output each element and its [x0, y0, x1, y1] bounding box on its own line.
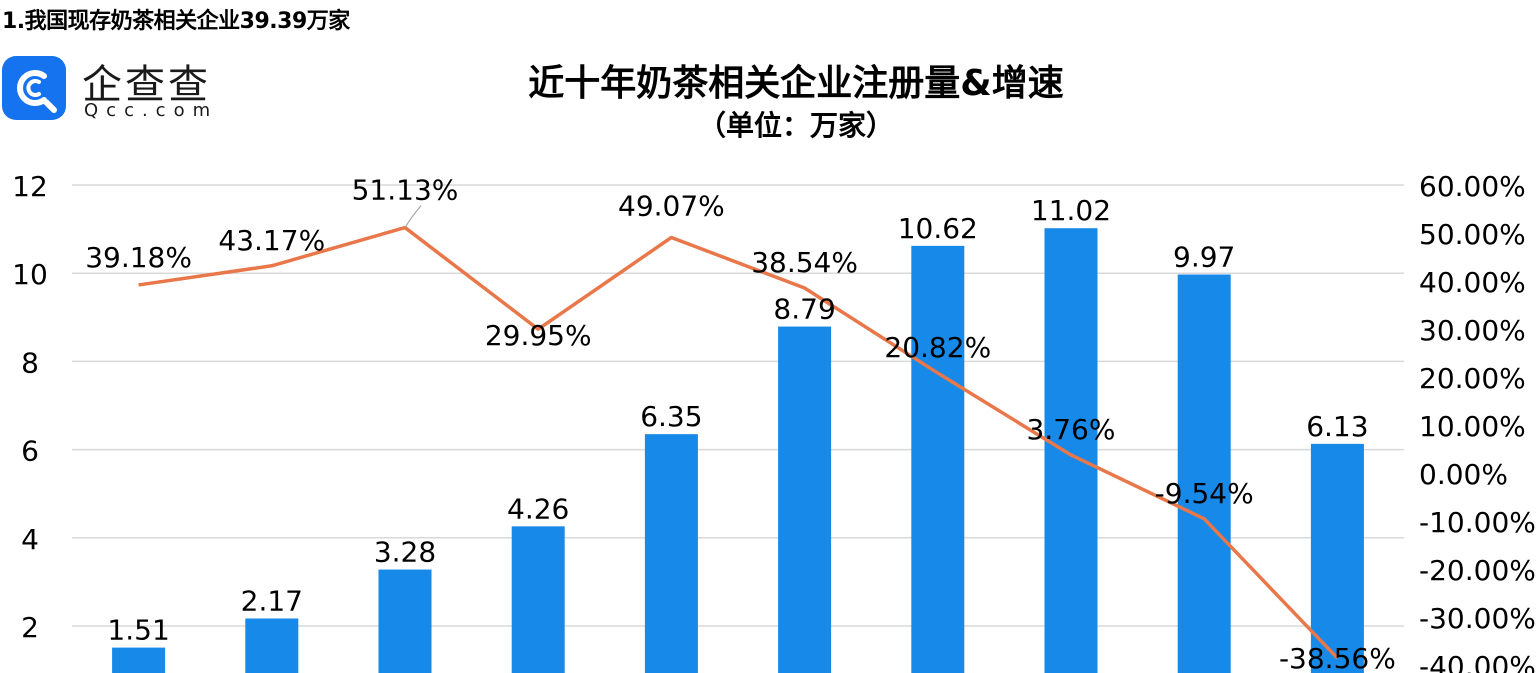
line-value-label: 51.13%: [352, 174, 459, 207]
line-value-label: 49.07%: [618, 189, 725, 222]
page-heading: 1.我国现存奶茶相关企业39.39万家: [2, 9, 350, 34]
bar: [644, 434, 698, 673]
line-value-label: 20.82%: [884, 331, 991, 364]
bar-value-label: 8.79: [773, 293, 835, 326]
bar: [778, 326, 832, 673]
y-right-tick-label: 50.00%: [1419, 218, 1526, 251]
y-left-tick-label: 8: [21, 346, 39, 379]
line-value-label: -38.56%: [1279, 642, 1396, 673]
y-left-tick-label: 6: [21, 435, 39, 468]
chart-title: 近十年奶茶相关企业注册量&增速: [528, 63, 1064, 104]
line-value-label: -9.54%: [1155, 477, 1254, 510]
bar: [1310, 443, 1364, 673]
data-labels: 1.51 2.17 3.28 4.26 6.35 8.79 10.62 11.02 9.97 6.…: [85, 174, 1396, 673]
bar: [511, 526, 565, 673]
bar-value-label: 2.17: [241, 585, 303, 618]
qcc-logo: 企查查 Qcc.com: [2, 56, 232, 126]
bar: [245, 618, 299, 673]
bar-value-label: 11.02: [1031, 194, 1111, 227]
y-right-tick-label: -20.00%: [1419, 554, 1536, 587]
label-leader-line: [404, 205, 422, 228]
logo-domain: Qcc.com: [84, 100, 219, 121]
y-right-tick-label: -30.00%: [1419, 602, 1536, 635]
bar-value-label: 6.35: [640, 400, 702, 433]
line-value-label: 39.18%: [85, 241, 192, 274]
axes: 2 4 6 8 10 12 -40.00% -30.00% -20.00% -10.00% 0.00…: [12, 170, 1536, 673]
y-right-tick-label: -10.00%: [1419, 506, 1536, 539]
bar-value-label: 6.13: [1306, 410, 1368, 443]
y-right-tick-label: 20.00%: [1419, 362, 1526, 395]
growth-line: [138, 225, 1339, 660]
y-right-tick-label: -40.00%: [1419, 650, 1536, 673]
y-right-tick-label: 0.00%: [1419, 458, 1508, 491]
bar-value-label: 3.28: [374, 536, 436, 569]
y-left-tick-label: 2: [21, 611, 39, 644]
bar-value-label: 1.51: [107, 614, 169, 647]
bar: [378, 569, 432, 673]
bar: [112, 647, 166, 673]
line-value-label: 29.95%: [485, 319, 592, 352]
bar: [1177, 274, 1231, 673]
y-right-tick-label: 40.00%: [1419, 266, 1526, 299]
bar: [1044, 228, 1098, 673]
bar-value-label: 4.26: [507, 492, 569, 525]
qcc-logo-icon: [2, 56, 66, 120]
logo-name: 企查查: [82, 62, 211, 108]
bar-value-label: 10.62: [898, 212, 978, 245]
line-value-label: 3.76%: [1027, 413, 1116, 446]
line-series: [138, 225, 1339, 660]
chart-subtitle: （单位：万家）: [697, 109, 894, 142]
line-value-label: 38.54%: [751, 246, 858, 279]
bar: [911, 245, 965, 673]
y-left-tick-label: 12: [12, 170, 48, 203]
y-right-tick-label: 30.00%: [1419, 314, 1526, 347]
y-left-tick-label: 10: [12, 258, 48, 291]
y-right-tick-label: 10.00%: [1419, 410, 1526, 443]
y-left-tick-label: 4: [21, 523, 39, 556]
y-right-tick-label: 60.00%: [1419, 170, 1526, 203]
bar-series: [112, 228, 1364, 673]
bar-value-label: 9.97: [1173, 241, 1235, 274]
line-value-label: 43.17%: [218, 224, 325, 257]
